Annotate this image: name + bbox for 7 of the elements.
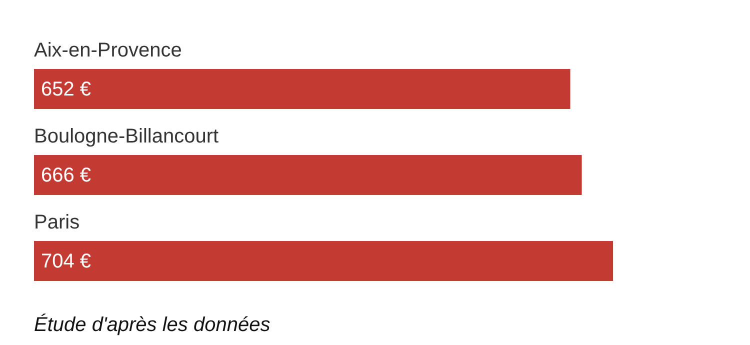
y-tick-label: Boulogne-Billancourt	[34, 126, 220, 148]
y-tick-label: Aix-en-Provence	[34, 40, 182, 62]
y-tick-label: Paris	[34, 212, 80, 234]
data-label: 704 €	[41, 250, 92, 273]
data-label: 666 €	[41, 164, 92, 187]
data-label: 652 €	[41, 78, 92, 101]
text: Étude d'après les données	[34, 314, 272, 337]
